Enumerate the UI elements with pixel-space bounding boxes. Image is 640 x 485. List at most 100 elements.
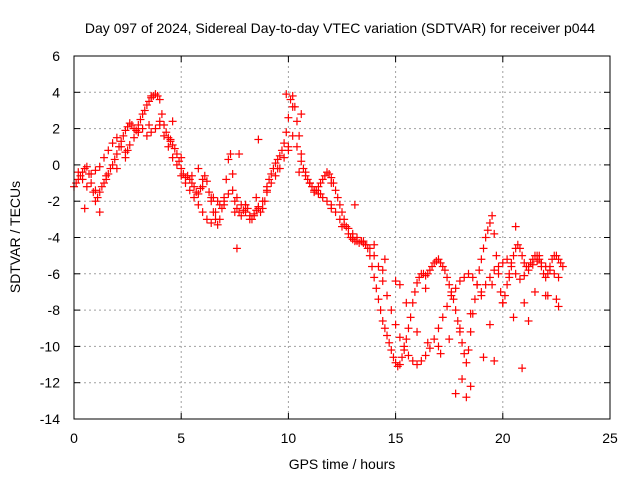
data-point	[477, 255, 486, 264]
data-point	[344, 224, 353, 233]
data-point	[391, 358, 400, 367]
data-point	[82, 182, 91, 191]
data-point	[297, 157, 306, 166]
data-point	[380, 324, 389, 333]
data-point	[494, 262, 503, 271]
data-point	[425, 266, 434, 275]
data-point	[550, 269, 559, 278]
data-point	[440, 266, 449, 275]
data-point	[125, 119, 134, 128]
data-point	[117, 142, 126, 151]
data-point	[170, 144, 179, 153]
data-point	[102, 171, 111, 180]
data-point	[282, 128, 291, 137]
data-point	[160, 131, 169, 140]
data-point	[404, 324, 413, 333]
data-point	[518, 251, 527, 260]
data-point	[335, 215, 344, 224]
data-point	[157, 110, 166, 119]
data-point	[458, 338, 467, 347]
data-point	[477, 291, 486, 300]
data-point	[402, 335, 411, 344]
data-point	[383, 291, 392, 300]
data-point	[119, 131, 128, 140]
data-point	[513, 240, 522, 249]
data-point	[226, 150, 235, 159]
data-point	[498, 258, 507, 267]
data-point	[241, 200, 250, 209]
data-point	[331, 186, 340, 195]
data-point	[535, 251, 544, 260]
data-point	[335, 200, 344, 209]
data-point	[378, 277, 387, 286]
data-point	[112, 150, 121, 159]
data-point	[455, 324, 464, 333]
data-point	[378, 316, 387, 325]
data-point	[466, 309, 475, 318]
data-point	[295, 168, 304, 177]
data-point	[464, 346, 473, 355]
data-point	[262, 182, 271, 191]
data-point	[140, 106, 149, 115]
data-point	[554, 302, 563, 311]
data-point	[224, 189, 233, 198]
data-point	[245, 215, 254, 224]
data-point	[110, 155, 119, 164]
data-point	[470, 295, 479, 304]
y-tick-label: 6	[52, 48, 60, 64]
data-point	[282, 90, 291, 99]
data-point	[95, 162, 104, 171]
data-point	[428, 262, 437, 271]
data-point	[237, 211, 246, 220]
data-point	[155, 95, 164, 104]
data-point	[528, 260, 537, 269]
data-point	[91, 166, 100, 175]
data-point	[374, 295, 383, 304]
data-point	[303, 175, 312, 184]
data-point	[97, 182, 106, 191]
data-point	[485, 273, 494, 282]
data-point	[228, 186, 237, 195]
data-point	[331, 208, 340, 217]
data-point	[74, 168, 83, 177]
data-point	[479, 244, 488, 253]
data-point	[438, 313, 447, 322]
y-tick-label: -14	[40, 411, 60, 427]
data-point	[130, 124, 139, 133]
data-point	[558, 262, 567, 271]
y-tick-label: -6	[48, 266, 61, 282]
data-point	[524, 266, 533, 275]
data-point	[372, 284, 381, 293]
data-point	[434, 324, 443, 333]
data-point	[273, 164, 282, 173]
data-point	[200, 171, 209, 180]
data-point	[451, 306, 460, 315]
data-point	[275, 151, 284, 160]
data-point	[112, 133, 121, 142]
data-point	[267, 179, 276, 188]
data-point	[370, 251, 379, 260]
data-point	[202, 215, 211, 224]
data-point	[370, 240, 379, 249]
data-point	[350, 200, 359, 209]
data-point	[104, 169, 113, 178]
data-point	[400, 342, 409, 351]
data-point	[552, 251, 561, 260]
data-point	[468, 273, 477, 282]
x-tick-label: 20	[495, 430, 511, 446]
data-point	[485, 320, 494, 329]
data-point	[451, 389, 460, 398]
data-point	[415, 273, 424, 282]
data-point	[385, 338, 394, 347]
data-point	[138, 110, 147, 119]
data-point	[292, 117, 301, 126]
data-point	[121, 126, 130, 135]
data-point	[423, 338, 432, 347]
data-point	[284, 113, 293, 122]
data-point	[166, 135, 175, 144]
data-point	[211, 208, 220, 217]
data-point	[410, 287, 419, 296]
data-point	[507, 262, 516, 271]
data-point	[436, 258, 445, 267]
